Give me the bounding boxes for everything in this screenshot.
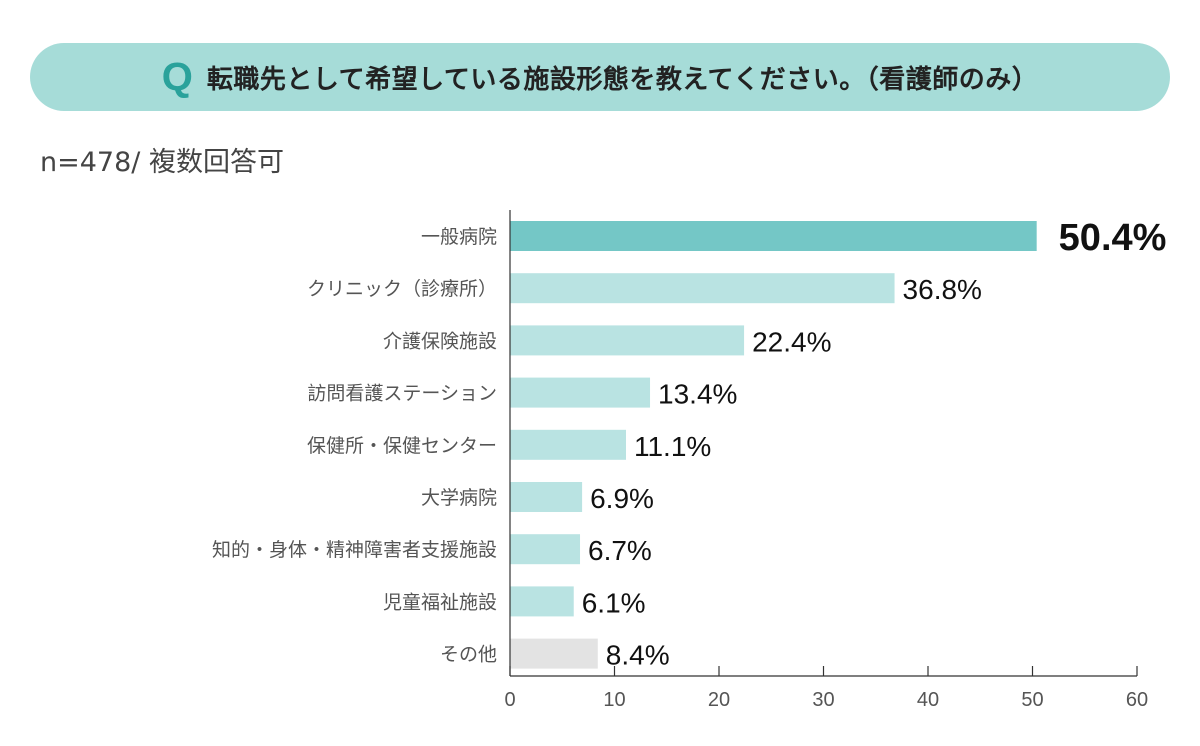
x-tick-label: 20 (708, 689, 730, 711)
category-label: クリニック（診療所） (307, 278, 497, 300)
category-label: 訪問看護ステーション (307, 383, 497, 405)
bar (510, 221, 1037, 251)
category-label: 保健所・保健センター (307, 435, 497, 457)
value-label: 36.8% (903, 274, 982, 305)
x-tick-label: 0 (504, 689, 515, 711)
bar (510, 377, 651, 408)
bar (510, 638, 598, 669)
category-label: 知的・身体・精神障害者支援施設 (212, 539, 497, 561)
x-tick-label: 40 (917, 689, 939, 711)
category-label: 大学病院 (421, 487, 497, 509)
value-label: 6.1% (582, 587, 646, 618)
value-label: 22.4% (752, 326, 831, 357)
category-label: 介護保険施設 (383, 330, 497, 352)
value-label: 8.4% (606, 640, 670, 671)
bar (510, 273, 895, 304)
x-tick-label: 10 (603, 689, 625, 711)
value-label: 11.1% (634, 431, 711, 462)
x-tick-label: 30 (812, 689, 834, 711)
category-label: その他 (440, 644, 497, 666)
q-mark: Q (161, 55, 193, 99)
title-bar: Q 転職先として希望している施設形態を教えてください。（看護師のみ） (30, 43, 1170, 111)
x-tick-label: 50 (1021, 689, 1043, 711)
value-label: 50.4% (1059, 217, 1167, 259)
value-label: 6.9% (590, 483, 654, 514)
bar (510, 325, 745, 356)
question-title: 転職先として希望している施設形態を教えてください。（看護師のみ） (206, 64, 1039, 95)
value-label: 13.4% (658, 379, 737, 410)
bar (510, 586, 574, 617)
bar (510, 534, 581, 565)
category-label: 児童福祉施設 (383, 591, 497, 613)
bar (510, 429, 626, 460)
x-tick-label: 60 (1126, 689, 1148, 711)
bar (510, 482, 583, 512)
sample-size-note: n=478/ 複数回答可 (40, 147, 284, 178)
category-label: 一般病院 (421, 226, 497, 248)
value-label: 6.7% (588, 535, 652, 566)
